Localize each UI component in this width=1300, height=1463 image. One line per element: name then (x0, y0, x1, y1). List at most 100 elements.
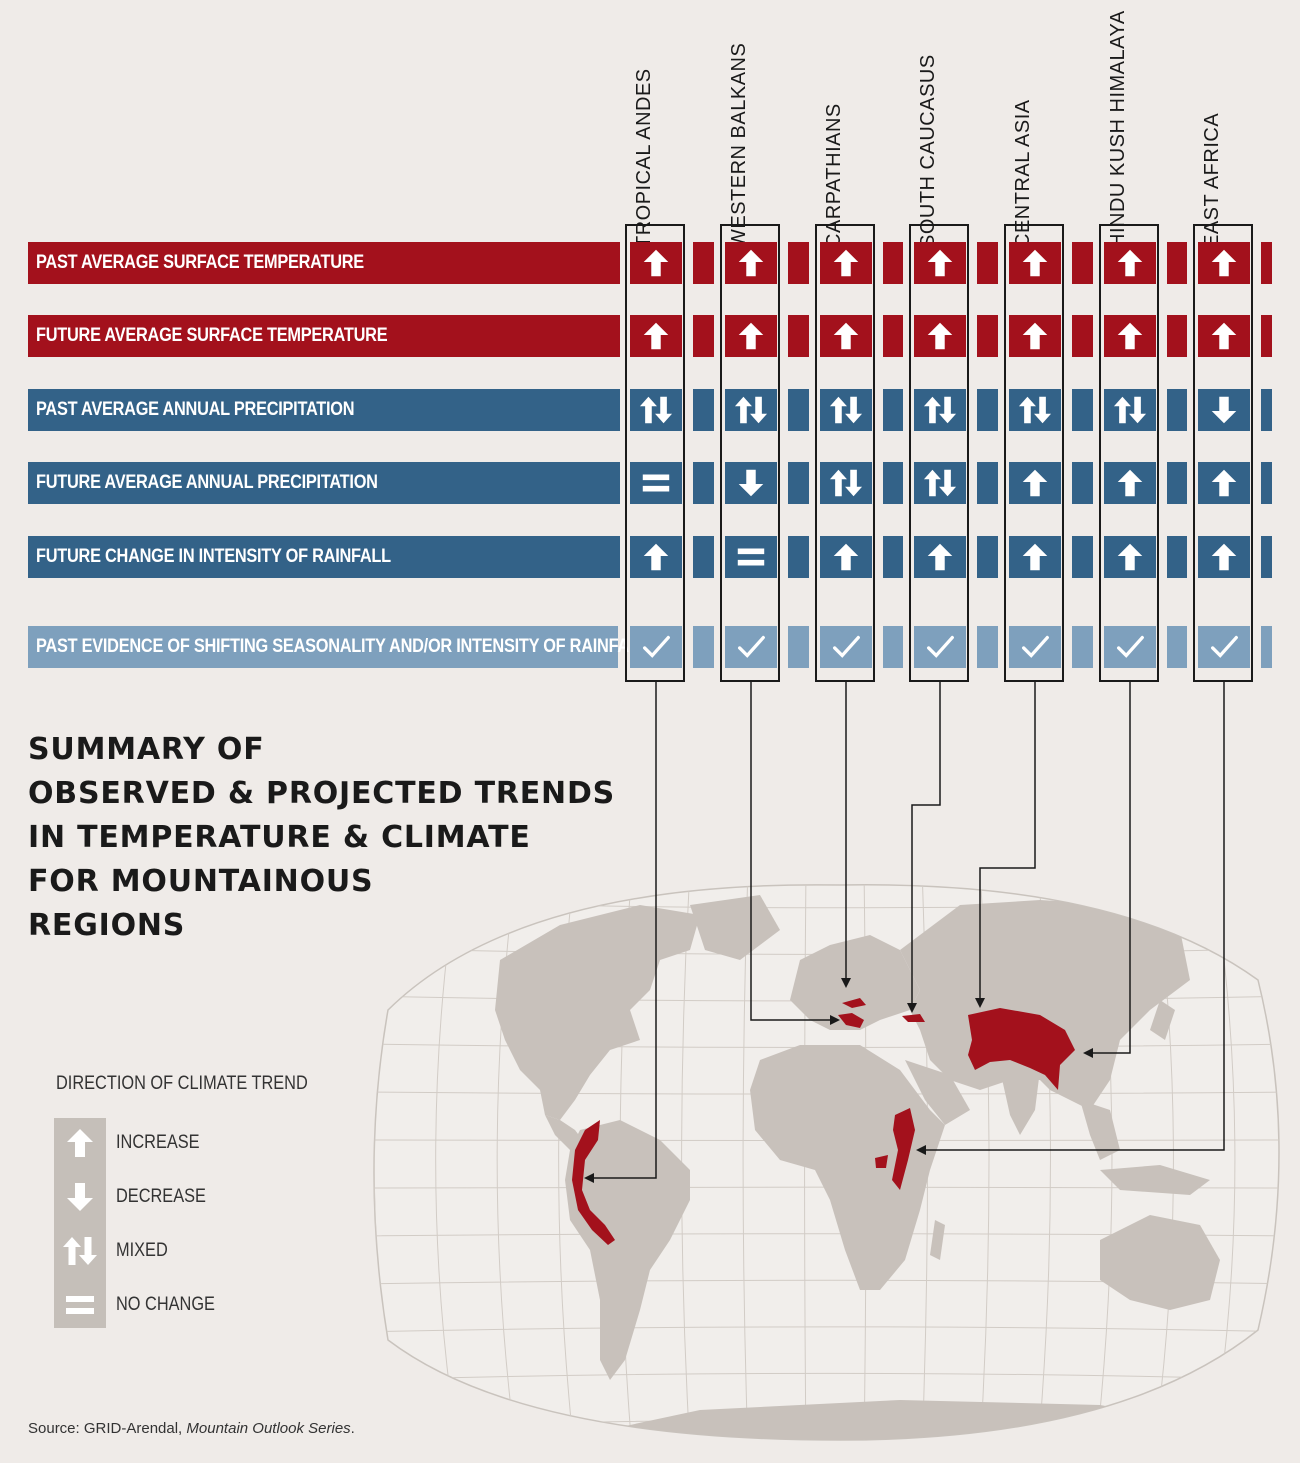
row-segment (1072, 536, 1093, 578)
region-header-label: TROPICAL ANDES (633, 68, 655, 248)
row-segment (883, 389, 903, 431)
cell-check-icon (1009, 626, 1061, 668)
column-frame (1099, 224, 1159, 682)
column-frame (1004, 224, 1064, 682)
row-segment (1072, 462, 1093, 504)
mountain-central-asia-hkh (968, 1008, 1075, 1090)
row-segment (693, 462, 714, 504)
row-segment (977, 315, 998, 357)
legend-no-change-icon (62, 1287, 98, 1323)
row-segment (977, 389, 998, 431)
column-frame (625, 224, 685, 682)
cell-mixed-icon (1009, 389, 1061, 431)
europe (790, 935, 920, 1030)
region-header-label: HINDU KUSH HIMALAYA (1107, 10, 1129, 248)
column-frame (815, 224, 875, 682)
cell-mixed-icon (630, 389, 682, 431)
row-band-5 (28, 626, 618, 668)
legend-label-increase: INCREASE (116, 1132, 200, 1153)
cell-mixed-icon (820, 389, 872, 431)
mountain-south-caucasus (902, 1014, 925, 1022)
cell-increase-icon (914, 536, 966, 578)
row-band-2 (28, 389, 620, 431)
row-segment (1167, 315, 1187, 357)
title-line-3: IN TEMPERATURE & CLIMATE (28, 820, 531, 855)
connector-east-africa (918, 682, 1225, 1151)
madagascar (930, 1220, 945, 1260)
cell-increase-icon (1104, 315, 1156, 357)
africa (750, 1045, 945, 1290)
legend-label-mixed: MIXED (116, 1240, 168, 1261)
cell-increase-icon (1104, 462, 1156, 504)
row-segment (1167, 242, 1187, 284)
row-segment (977, 462, 998, 504)
cell-check-icon (914, 626, 966, 668)
india (1000, 1070, 1040, 1135)
arabia (905, 1060, 970, 1125)
connector-western-balkans (750, 682, 838, 1021)
row-segment (788, 315, 809, 357)
row-segment (1072, 315, 1093, 357)
chart-title: SUMMARY OF OBSERVED & PROJECTED TRENDS I… (28, 728, 615, 948)
cell-increase-icon (630, 242, 682, 284)
row-segment (1261, 536, 1272, 578)
cell-no_change-icon (725, 536, 777, 578)
mountain-tropical-andes (572, 1120, 615, 1245)
legend-increase-icon (62, 1125, 98, 1161)
connector-hindu-kush-himalaya (1085, 682, 1131, 1054)
row-segment (1167, 389, 1187, 431)
title-line-1: SUMMARY OF (28, 732, 265, 767)
row-label-5: PAST EVIDENCE OF SHIFTING SEASONALITY AN… (36, 636, 649, 657)
row-segment (883, 315, 903, 357)
source-prefix: Source: GRID-Arendal, (28, 1420, 187, 1437)
cell-increase-icon (725, 242, 777, 284)
japan (1150, 1000, 1175, 1040)
cell-mixed-icon (914, 462, 966, 504)
row-label-1: FUTURE AVERAGE SURFACE TEMPERATURE (36, 325, 388, 346)
row-segment (788, 389, 809, 431)
legend-mixed-icon (62, 1233, 98, 1269)
row-label-4: FUTURE CHANGE IN INTENSITY OF RAINFALL (36, 546, 391, 567)
row-segment (1261, 389, 1272, 431)
cell-increase-icon (1009, 315, 1061, 357)
row-segment (788, 462, 809, 504)
cell-increase-icon (1198, 536, 1250, 578)
row-segment (693, 626, 714, 668)
title-line-2: OBSERVED & PROJECTED TRENDS (28, 776, 616, 811)
cell-check-icon (630, 626, 682, 668)
mountain-east-africa (875, 1108, 915, 1190)
row-segment (883, 536, 903, 578)
row-segment (977, 536, 998, 578)
row-segment (788, 626, 809, 668)
cell-increase-icon (1009, 462, 1061, 504)
source-note: Source: GRID-Arendal, Mountain Outlook S… (28, 1420, 355, 1437)
connector-central-asia (979, 682, 1036, 1005)
cell-increase-icon (820, 536, 872, 578)
row-segment (1167, 536, 1187, 578)
cell-check-icon (725, 626, 777, 668)
region-header-label: WESTERN BALKANS (728, 42, 750, 248)
title-line-4: FOR MOUNTAINOUS (28, 864, 374, 899)
cell-increase-icon (1104, 242, 1156, 284)
australia (1100, 1215, 1220, 1310)
cell-check-icon (1104, 626, 1156, 668)
row-segment (883, 626, 903, 668)
cell-increase-icon (1198, 315, 1250, 357)
legend-label-no-change: NO CHANGE (116, 1294, 215, 1315)
row-segment (693, 242, 714, 284)
row-segment (1261, 315, 1272, 357)
connector-tropical-andes (586, 682, 657, 1179)
cell-increase-icon (725, 315, 777, 357)
row-band-3 (28, 462, 620, 504)
row-segment (883, 242, 903, 284)
cell-decrease-icon (725, 462, 777, 504)
cell-increase-icon (630, 315, 682, 357)
row-segment (977, 626, 998, 668)
source-title: Mountain Outlook Series (186, 1420, 351, 1437)
row-band-4 (28, 536, 620, 578)
row-segment (693, 315, 714, 357)
antarctica (560, 1400, 1240, 1440)
cell-mixed-icon (914, 389, 966, 431)
row-segment (1072, 389, 1093, 431)
